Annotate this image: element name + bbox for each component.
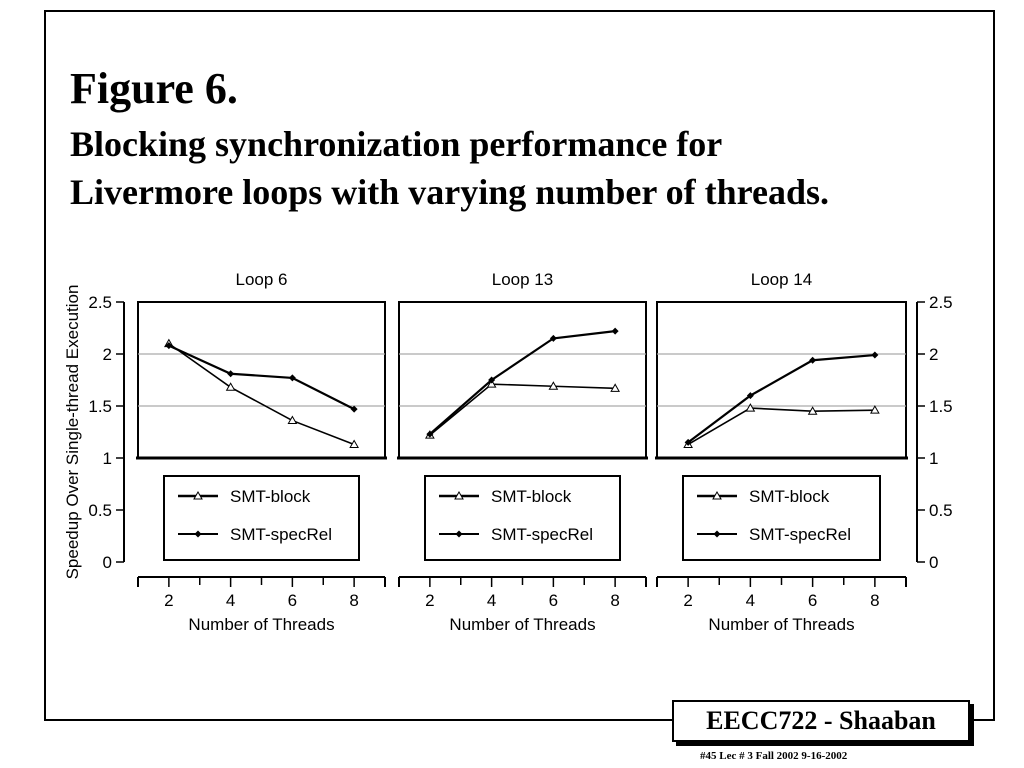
x-tick-label: 8: [610, 591, 619, 610]
legend-label: SMT-block: [749, 487, 830, 506]
x-tick-label: 8: [349, 591, 358, 610]
plot-area-3: [656, 301, 907, 459]
data-point-diamond: [611, 327, 619, 335]
data-point-triangle: [807, 406, 818, 415]
y-tick-label-right: 1: [929, 449, 938, 468]
y-tick-label-left: 1.5: [88, 397, 112, 416]
legend-label: SMT-specRel: [230, 525, 332, 544]
x-axis-label: Number of Threads: [708, 615, 854, 634]
data-point-triangle: [870, 405, 880, 414]
legend-swatch-triangle: [712, 490, 722, 500]
slide-frame: [44, 10, 995, 721]
plot-area-2: [398, 301, 647, 459]
x-tick-label: 6: [549, 591, 558, 610]
plot-area-1: [137, 301, 386, 459]
series-line-SMT-specRel: [687, 353, 875, 444]
y-tick-label-right: 0: [929, 553, 938, 572]
data-point-triangle: [745, 403, 756, 412]
data-point-triangle: [486, 379, 497, 388]
series-line-SMT-block: [168, 342, 355, 446]
x-axis-label: Number of Threads: [449, 615, 595, 634]
legend-label: SMT-block: [491, 487, 572, 506]
series-line-SMT-specRel: [168, 344, 355, 411]
legend-box: [163, 475, 360, 561]
series-line-SMT-block: [429, 383, 616, 436]
panel-title-1: Loop 6: [236, 270, 288, 289]
legend-label: SMT-specRel: [491, 525, 593, 544]
data-point-diamond: [165, 342, 173, 350]
data-point-triangle: [610, 383, 620, 392]
legend-swatch-triangle: [193, 490, 203, 500]
slide-footer-note: #45 Lec # 3 Fall 2002 9-16-2002: [700, 750, 848, 762]
panel-title-3: Loop 14: [751, 270, 812, 289]
data-point-diamond: [488, 376, 496, 384]
data-point-diamond: [350, 405, 358, 413]
x-tick-label: 4: [746, 591, 755, 610]
x-tick-label: 6: [808, 591, 817, 610]
caption-line-1: Blocking synchronization performance for: [70, 124, 723, 164]
x-tick-label: 8: [870, 591, 879, 610]
y-axis-label: Speedup Over Single-thread Execution: [63, 285, 82, 580]
x-axis-label: Number of Threads: [188, 615, 334, 634]
legend-box: [682, 475, 881, 561]
y-tick-label-left: 0: [103, 553, 112, 572]
data-point-diamond: [809, 356, 817, 364]
y-tick-label-left: 0.5: [88, 501, 112, 520]
y-tick-label-right: 2: [929, 345, 938, 364]
figure-title: Figure 6.: [70, 64, 238, 113]
data-point-diamond: [684, 438, 692, 446]
legend-swatch-diamond: [713, 530, 721, 538]
figure-caption: Blocking synchronization performance for…: [70, 120, 829, 216]
x-tick-label: 4: [487, 591, 496, 610]
data-point-triangle: [287, 415, 298, 425]
data-point-triangle: [548, 381, 559, 390]
legend-swatch-triangle: [454, 490, 464, 500]
data-point-diamond: [746, 392, 754, 400]
series-line-SMT-specRel: [429, 330, 616, 435]
data-point-diamond: [288, 374, 296, 382]
legend-swatch-diamond: [455, 530, 463, 538]
panel-title-2: Loop 13: [492, 270, 553, 289]
y-tick-label-right: 2.5: [929, 293, 953, 312]
x-tick-label: 2: [683, 591, 692, 610]
y-tick-label-left: 2: [103, 345, 112, 364]
course-badge: EECC722 - Shaaban: [672, 700, 970, 742]
caption-line-2: Livermore loops with varying number of t…: [70, 172, 830, 212]
legend-label: SMT-block: [230, 487, 311, 506]
data-point-diamond: [871, 351, 879, 359]
data-point-triangle: [225, 382, 236, 391]
y-tick-label-right: 0.5: [929, 501, 953, 520]
x-tick-label: 2: [164, 591, 173, 610]
y-tick-label-left: 2.5: [88, 293, 112, 312]
legend-label: SMT-specRel: [749, 525, 851, 544]
data-point-diamond: [227, 370, 235, 378]
series-line-SMT-block: [687, 407, 875, 446]
x-tick-label: 6: [288, 591, 297, 610]
y-tick-label-right: 1.5: [929, 397, 953, 416]
data-point-diamond: [426, 430, 434, 438]
legend-swatch-diamond: [194, 530, 202, 538]
x-tick-label: 2: [425, 591, 434, 610]
data-point-diamond: [549, 334, 557, 342]
y-tick-label-left: 1: [103, 449, 112, 468]
legend-box: [424, 475, 621, 561]
data-point-triangle: [349, 439, 359, 448]
x-tick-label: 4: [226, 591, 235, 610]
